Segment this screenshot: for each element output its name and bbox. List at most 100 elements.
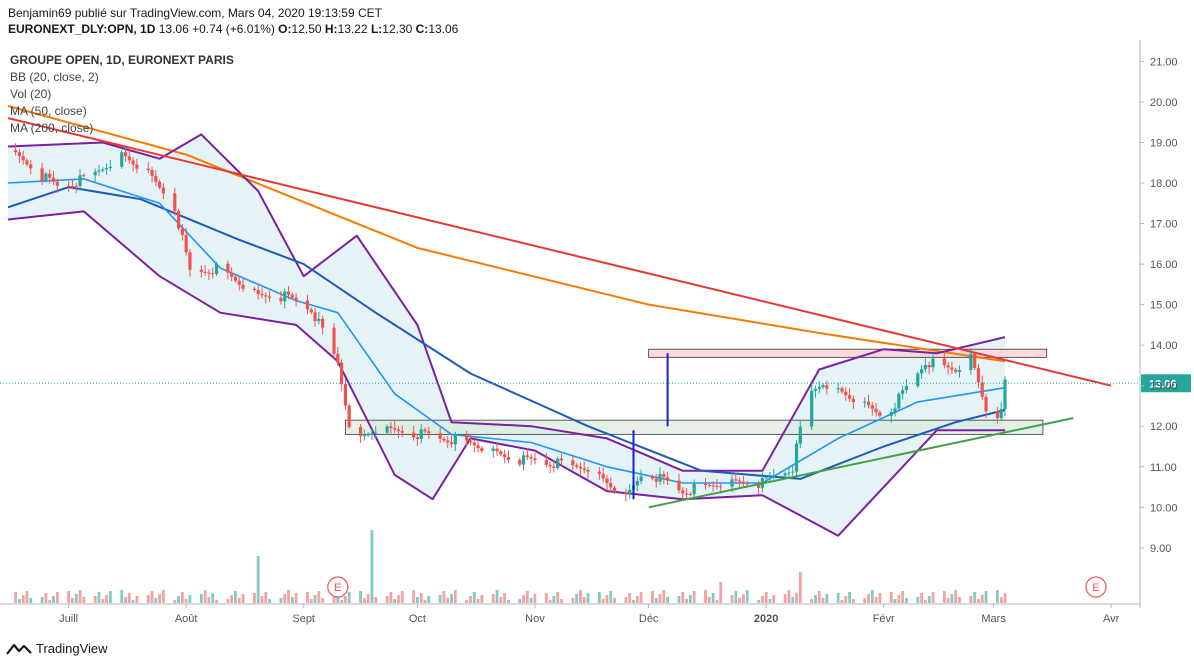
volume-bar (639, 592, 643, 603)
volume-bar (984, 591, 988, 603)
volume-bar (52, 596, 55, 603)
candle-body (654, 478, 658, 482)
close-label: C: (415, 22, 429, 36)
volume-bar (67, 591, 71, 603)
candle-body (916, 373, 920, 386)
volume-bar (840, 600, 844, 603)
candle-body (252, 288, 257, 291)
candle-body (74, 186, 78, 188)
y-tick-label: 13.00 (1150, 381, 1178, 393)
volume-bar (423, 600, 427, 603)
volume-bar (17, 599, 21, 603)
candle-body (446, 440, 450, 443)
volume-bar (40, 597, 44, 603)
x-tick-label: Mars (981, 613, 1006, 625)
volume-bar (476, 599, 480, 603)
candle-body (25, 160, 29, 165)
candle-body (180, 228, 184, 235)
candle-body (821, 385, 825, 388)
volume-bar (294, 593, 298, 603)
candle-body (863, 401, 867, 403)
candle-body (237, 280, 241, 285)
y-tick-label: 16.00 (1150, 259, 1178, 271)
volume-bar (101, 599, 105, 603)
volume-bar (336, 593, 340, 603)
earnings-marker (1085, 576, 1107, 598)
volume-bar (654, 598, 658, 603)
candle-body (161, 187, 166, 194)
candle-body (17, 152, 21, 157)
candle-body (893, 408, 897, 413)
volume-bar (389, 592, 393, 603)
volume-bar (525, 591, 529, 603)
candle-body (920, 369, 924, 374)
candle-body (969, 353, 973, 371)
volume-bar (878, 593, 882, 603)
y-tick-label: 21.00 (1150, 56, 1178, 68)
volume-bar (715, 600, 719, 603)
candle-body (897, 393, 901, 409)
candle-body (794, 443, 799, 472)
y-tick-label: 18.00 (1150, 178, 1178, 190)
candle-body (703, 483, 708, 486)
candle-body (13, 150, 18, 153)
candle-body (506, 457, 510, 460)
volume-bar (93, 596, 97, 603)
volume-bar (306, 592, 309, 603)
candle-body (256, 290, 260, 295)
x-tick-label: Oct (409, 613, 426, 625)
volume-bar (347, 592, 351, 603)
candle-body (158, 181, 162, 188)
candle-body (901, 390, 905, 394)
volume-bar (931, 592, 935, 603)
volume-bar (253, 593, 256, 603)
candle-body (385, 426, 389, 433)
volume-bar (313, 595, 317, 603)
candle-body (745, 483, 749, 485)
volume-bar (180, 592, 184, 603)
volume-bar (25, 591, 29, 603)
volume-bar (958, 597, 961, 603)
footer-brand[interactable]: TradingView (6, 641, 108, 656)
volume-bar (628, 593, 632, 603)
candle-body (279, 297, 283, 302)
volume-bar (97, 592, 101, 603)
volume-bar (867, 594, 870, 603)
volume-bar (692, 591, 696, 603)
candle-body (230, 272, 234, 277)
volume-bar (55, 592, 59, 603)
candle-body (942, 358, 946, 366)
candle-body (768, 476, 772, 478)
candle-body (207, 272, 211, 274)
volume-bar (980, 595, 984, 603)
candle-body (260, 294, 264, 296)
volume-bar (366, 594, 370, 603)
low-value: 12.30 (382, 22, 413, 36)
legend-vol: Vol (20) (10, 87, 52, 101)
legend-title: GROUPE OPEN, 1D, EURONEXT PARIS (10, 53, 234, 67)
volume-bar (343, 596, 347, 603)
candle-body (415, 437, 420, 439)
volume-bar (150, 591, 154, 603)
candle-body (954, 369, 958, 372)
y-tick-label: 14.00 (1150, 340, 1178, 352)
price-chart[interactable]: 13.06 9.00 10.00 11.00 12.00 13.00 14.00 15.00 1… (0, 40, 1194, 636)
candle-body (772, 475, 776, 477)
candle-body (597, 471, 601, 475)
symbol: EURONEXT_DLY:OPN, 1D (8, 22, 156, 36)
candle-body (586, 470, 590, 472)
volume-bar (14, 592, 17, 603)
volume-bar (71, 598, 74, 603)
y-tick-label: 11.00 (1150, 462, 1177, 474)
volume-bar (362, 598, 366, 603)
volume-bar (158, 594, 162, 603)
volume-bar (651, 591, 654, 603)
volume-bar (870, 590, 874, 603)
volume-bar (666, 597, 670, 603)
candle-body (51, 177, 56, 182)
volume-bar (203, 590, 207, 603)
volume-bar (996, 590, 999, 603)
resistance-trendline (7, 117, 1112, 387)
candle-body (635, 480, 639, 486)
candle-body (233, 276, 238, 281)
